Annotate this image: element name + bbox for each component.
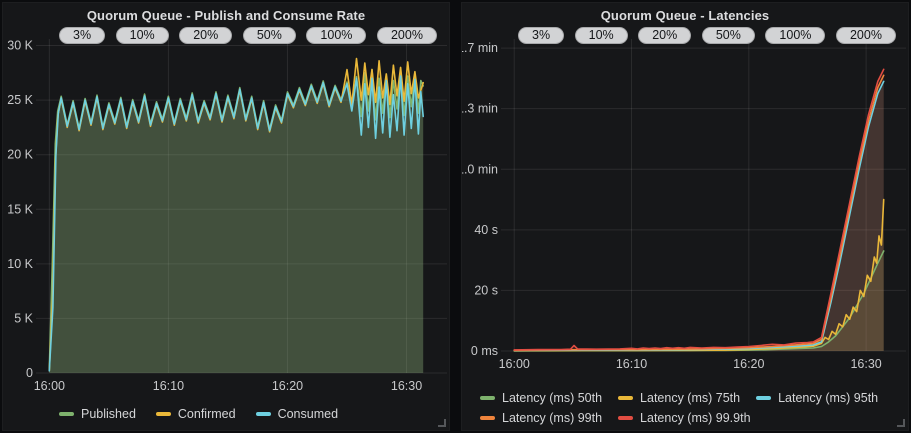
legend-label: Latency (ms) 99.9th — [640, 411, 751, 425]
x-tick-label: 16:00 — [499, 357, 530, 371]
percent-pill[interactable]: 100% — [765, 27, 826, 44]
x-tick-label: 16:10 — [616, 357, 647, 371]
legend-label: Latency (ms) 50th — [502, 391, 603, 405]
series-fill — [514, 81, 884, 352]
series-fill — [49, 69, 424, 373]
legend-label: Latency (ms) 95th — [778, 391, 879, 405]
series-fill — [514, 75, 884, 352]
y-tick-label: 10 K — [7, 257, 33, 271]
legend-label: Published — [81, 407, 136, 421]
x-tick-label: 16:20 — [733, 357, 764, 371]
rate-chart-canvas[interactable]: 16:00 16:10 16:20 16:30 0 5 K 10 K 15 K 20 K 25 K… — [3, 3, 451, 399]
legend-swatch-icon — [756, 396, 772, 400]
x-tick-label: 16:30 — [391, 379, 422, 393]
y-tick-label: 5 K — [14, 311, 33, 325]
y-tick-label: 15 K — [7, 202, 33, 216]
percent-pill[interactable]: 200% — [376, 27, 437, 44]
percent-pill[interactable]: 100% — [306, 27, 367, 44]
legend-item[interactable]: Latency (ms) 75th — [618, 391, 740, 405]
y-tick-label: 40 s — [474, 223, 498, 237]
x-tick-label: 16:00 — [34, 379, 65, 393]
series-line — [513, 74, 885, 351]
x-tick-label: 16:30 — [850, 357, 881, 371]
panel-resize-handle-icon[interactable] — [897, 419, 905, 427]
series-fill — [514, 199, 884, 351]
y-tick-label: 1.7 min — [462, 41, 498, 55]
legend-label: Latency (ms) 75th — [640, 391, 741, 405]
y-tick-label: 1.0 min — [462, 162, 498, 176]
percent-pill[interactable]: 3% — [518, 27, 565, 44]
percent-pill[interactable]: 50% — [701, 27, 755, 44]
load-percentage-pills-row: 3% 10% 20% 50% 100% 200% — [59, 27, 437, 44]
series-line — [513, 68, 885, 351]
panel-title-rate[interactable]: Quorum Queue - Publish and Consume Rate — [86, 8, 366, 23]
y-tick-label: 20 K — [7, 148, 33, 162]
percent-pill[interactable]: 10% — [574, 27, 628, 44]
percent-pill[interactable]: 10% — [115, 27, 169, 44]
x-tick-label: 16:10 — [153, 379, 184, 393]
legend-item[interactable]: Latency (ms) 95th — [756, 391, 878, 405]
legend-item[interactable]: Consumed — [255, 407, 339, 421]
y-tick-label: 20 s — [474, 283, 498, 297]
legend-label: Confirmed — [177, 407, 236, 421]
legend-item[interactable]: Latency (ms) 99th — [480, 411, 602, 425]
rate-legend: Published Confirmed Consumed — [59, 407, 338, 421]
legend-label: Latency (ms) 99th — [502, 411, 603, 425]
percent-pill[interactable]: 20% — [638, 27, 692, 44]
legend-swatch-icon — [59, 412, 74, 416]
percent-pill[interactable]: 20% — [179, 27, 233, 44]
series-fill — [49, 58, 424, 373]
percent-pill[interactable]: 3% — [59, 27, 106, 44]
legend-item[interactable]: Latency (ms) 99.9th — [618, 411, 751, 425]
legend-item[interactable]: Confirmed — [155, 407, 236, 421]
legend-swatch-icon — [618, 396, 634, 400]
legend-swatch-icon — [480, 416, 495, 420]
series-fill — [49, 76, 424, 373]
legend-swatch-icon — [155, 412, 171, 416]
latency-chart-canvas[interactable]: 16:00 16:10 16:20 16:30 0 ms 20 s 40 s 1.0 min 1… — [462, 3, 910, 375]
series-line — [513, 198, 885, 352]
legend-swatch-icon — [480, 396, 495, 400]
series-line — [48, 75, 424, 372]
load-percentage-pills-row: 3% 10% 20% 50% 100% 200% — [518, 27, 896, 44]
legend-swatch-icon — [255, 412, 271, 416]
panel-resize-handle-icon[interactable] — [438, 419, 446, 427]
legend-label: Consumed — [277, 407, 339, 421]
panel-publish-consume-rate: Quorum Queue - Publish and Consume Rate … — [2, 2, 450, 431]
legend-item[interactable]: Latency (ms) 50th — [480, 391, 602, 405]
y-tick-label: 0 — [26, 366, 33, 380]
series-fill — [514, 251, 884, 351]
y-tick-label: 30 K — [7, 39, 33, 53]
y-tick-label: 1.3 min — [462, 102, 498, 116]
percent-pill[interactable]: 200% — [835, 27, 896, 44]
panel-latencies: Quorum Queue - Latencies 3% 10% 20% 50% 100%… — [461, 2, 909, 431]
y-tick-label: 25 K — [7, 93, 33, 107]
x-tick-label: 16:20 — [272, 379, 303, 393]
legend-swatch-icon — [618, 416, 634, 420]
y-tick-label: 0 ms — [471, 344, 498, 358]
panel-title-latencies[interactable]: Quorum Queue - Latencies — [600, 8, 770, 23]
latency-legend: Latency (ms) 50th Latency (ms) 75th Latenc… — [480, 391, 911, 425]
percent-pill[interactable]: 50% — [242, 27, 296, 44]
legend-item[interactable]: Published — [59, 407, 136, 421]
